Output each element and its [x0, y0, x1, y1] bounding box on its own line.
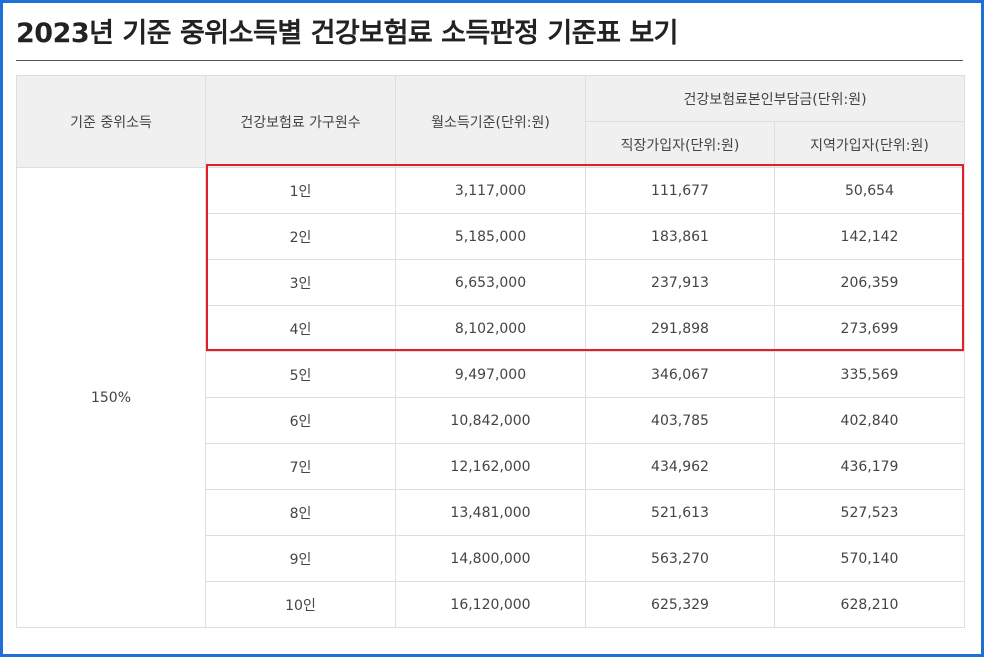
employee-premium-cell: 521,613	[585, 489, 775, 536]
employee-premium-cell: 346,067	[585, 351, 775, 398]
employee-premium-cell: 237,913	[585, 259, 775, 306]
monthly-income-cell: 8,102,000	[395, 305, 586, 352]
employee-premium-cell: 403,785	[585, 397, 775, 444]
table-row: 4인 8,102,000 291,898 273,699	[17, 305, 965, 352]
header-monthly-income: 월소득기준(단위:원)	[395, 75, 586, 168]
header-premium-group: 건강보험료본인부담금(단위:원)	[585, 75, 965, 122]
household-size-cell: 4인	[205, 305, 396, 352]
table-row: 150% 1인 3,117,000 111,677 50,654	[16, 167, 965, 628]
employee-premium-cell: 291,898	[585, 305, 775, 352]
regional-premium-cell: 628,210	[774, 581, 965, 628]
monthly-income-cell: 6,653,000	[395, 259, 586, 306]
header-row-1: 기준 중위소득 건강보험료 가구원수 월소득기준(단위:원) 건강보험료본인부담…	[16, 75, 965, 168]
table-row: 6인 10,842,000 403,785 402,840	[17, 397, 965, 444]
regional-premium-cell: 436,179	[774, 443, 965, 490]
table-row: 5인 9,497,000 346,067 335,569	[17, 351, 965, 398]
monthly-income-cell: 12,162,000	[395, 443, 586, 490]
employee-premium-cell: 625,329	[585, 581, 775, 628]
header-regional: 지역가입자(단위:원)	[774, 121, 965, 168]
household-size-cell: 10인	[205, 581, 396, 628]
household-size-cell: 2인	[205, 213, 396, 260]
regional-premium-cell: 142,142	[774, 213, 965, 260]
household-size-cell: 7인	[205, 443, 396, 490]
header-household-size: 건강보험료 가구원수	[205, 75, 396, 168]
household-size-cell: 8인	[205, 489, 396, 536]
header-employee: 직장가입자(단위:원)	[585, 121, 775, 168]
table-row: 10인 16,120,000 625,329 628,210	[17, 581, 965, 628]
household-size-cell: 6인	[205, 397, 396, 444]
monthly-income-cell: 5,185,000	[395, 213, 586, 260]
monthly-income-cell: 16,120,000	[395, 581, 586, 628]
table-row: 3인 6,653,000 237,913 206,359	[17, 259, 965, 306]
regional-premium-cell: 570,140	[774, 535, 965, 582]
table-row: 2인 5,185,000 183,861 142,142	[17, 213, 965, 260]
title-divider	[16, 60, 963, 61]
regional-premium-cell: 273,699	[774, 305, 965, 352]
employee-premium-cell: 434,962	[585, 443, 775, 490]
median-income-value: 150%	[16, 167, 206, 628]
header-median-income: 기준 중위소득	[16, 75, 206, 168]
table-row: 7인 12,162,000 434,962 436,179	[17, 443, 965, 490]
regional-premium-cell: 402,840	[774, 397, 965, 444]
employee-premium-cell: 111,677	[585, 167, 775, 214]
page-title: 2023년 기준 중위소득별 건강보험료 소득판정 기준표 보기	[16, 18, 679, 49]
regional-premium-cell: 527,523	[774, 489, 965, 536]
monthly-income-cell: 9,497,000	[395, 351, 586, 398]
monthly-income-cell: 10,842,000	[395, 397, 586, 444]
regional-premium-cell: 206,359	[774, 259, 965, 306]
monthly-income-cell: 3,117,000	[395, 167, 586, 214]
table-body: 150% 1인 3,117,000 111,677 50,654 2인 5,185,000 1…	[16, 167, 965, 628]
table-row: 9인 14,800,000 563,270 570,140	[17, 535, 965, 582]
household-size-cell: 9인	[205, 535, 396, 582]
header-row-2: 직장가입자(단위:원) 지역가입자(단위:원)	[17, 121, 965, 168]
regional-premium-cell: 50,654	[774, 167, 965, 214]
monthly-income-cell: 13,481,000	[395, 489, 586, 536]
monthly-income-cell: 14,800,000	[395, 535, 586, 582]
income-criteria-table: 기준 중위소득 건강보험료 가구원수 월소득기준(단위:원) 건강보험료본인부담…	[16, 75, 965, 628]
regional-premium-cell: 335,569	[774, 351, 965, 398]
employee-premium-cell: 563,270	[585, 535, 775, 582]
household-size-cell: 1인	[205, 167, 396, 214]
household-size-cell: 3인	[205, 259, 396, 306]
employee-premium-cell: 183,861	[585, 213, 775, 260]
household-size-cell: 5인	[205, 351, 396, 398]
